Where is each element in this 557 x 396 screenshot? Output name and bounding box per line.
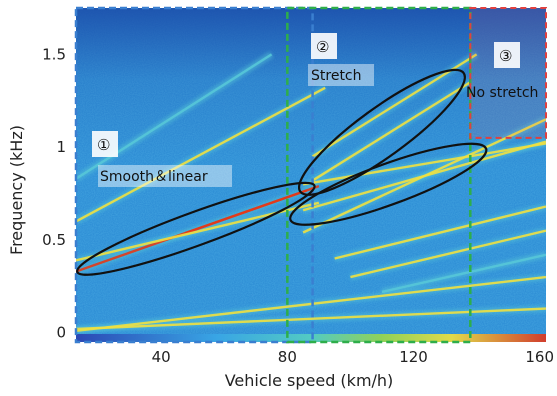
- harmonic-line-7: [302, 140, 546, 212]
- region-2-marker-bg: [311, 33, 337, 59]
- y-tick-label: 1.5: [42, 45, 66, 63]
- harmonic-lines: [76, 53, 546, 333]
- region-1-marker-bg: [92, 131, 118, 157]
- x-axis-title: Vehicle speed (km/h): [225, 371, 394, 390]
- region-3-label: No stretch: [466, 85, 538, 101]
- harmonic-line-10: [311, 53, 478, 158]
- x-tick-label: 40: [152, 348, 171, 366]
- region-2-label-bg: [308, 64, 374, 86]
- x-tick-label: 160: [525, 348, 554, 366]
- annotation-ellipses: [76, 68, 488, 276]
- harmonic-line-13: [381, 253, 546, 294]
- harmonic-line-0: [76, 275, 546, 333]
- harmonic-line-1: [76, 307, 546, 331]
- harmonic-peak-2: [184, 189, 308, 235]
- harmonic-line-9: [311, 81, 471, 182]
- harmonic-line-5: [76, 53, 273, 180]
- y-axis-title: Frequency (kHz): [7, 125, 26, 255]
- region-3-box: [469, 7, 547, 139]
- colorbar-strip: [76, 334, 546, 342]
- annotation-ellipse-3: [289, 142, 488, 226]
- harmonic-line-4: [76, 86, 326, 223]
- region-2-label: Stretch: [311, 68, 362, 84]
- y-tick-label: 1: [56, 138, 66, 156]
- region-2-box: [286, 6, 472, 344]
- harmonic-line-11: [334, 205, 546, 260]
- region-1-marker: ①: [97, 136, 110, 154]
- y-axis-ticks: 0 0.5 1 1.5: [42, 45, 66, 341]
- x-axis-ticks: 40 80 120 160: [152, 348, 554, 366]
- harmonic-line-12: [350, 229, 546, 279]
- harmonic-line-8: [302, 142, 546, 186]
- region-3-marker-bg: [494, 42, 520, 68]
- region-1-label: Smooth＆linear: [100, 169, 208, 185]
- annotation-ellipse-2: [297, 68, 466, 196]
- y-tick-label: 0.5: [42, 231, 66, 249]
- y-tick-label: 0: [56, 324, 66, 342]
- x-tick-label: 120: [399, 348, 428, 366]
- x-tick-label: 80: [278, 348, 297, 366]
- region-1-box: [74, 6, 314, 344]
- region-3-marker: ③: [499, 47, 512, 65]
- region-1-label-bg: [98, 165, 232, 187]
- annotation-ellipse-1: [76, 181, 316, 276]
- region-2-marker: ②: [316, 38, 329, 56]
